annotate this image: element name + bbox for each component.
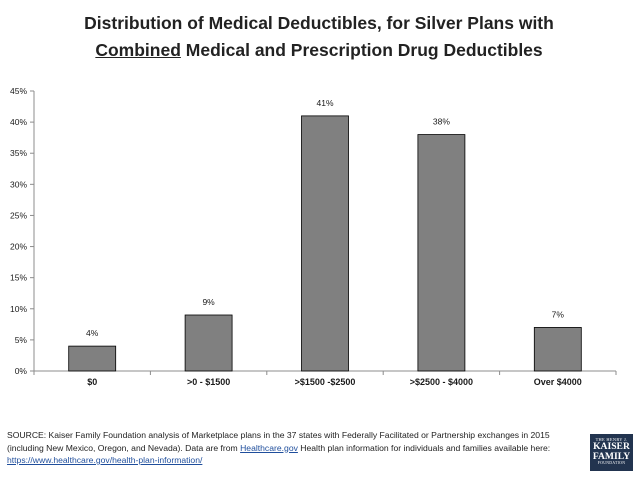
logo-line-2: KAISER [593, 441, 630, 452]
y-tick-label: 10% [10, 304, 27, 314]
healthcare-gov-link[interactable]: Healthcare.gov [240, 442, 298, 453]
source-text-1: SOURCE: Kaiser Family Foundation analysi… [7, 430, 550, 453]
y-tick-label: 45% [10, 86, 27, 96]
kff-logo: THE HENRY J. KAISER FAMILY FOUNDATION [590, 434, 633, 471]
bar-data-label: 38% [433, 117, 450, 127]
chart-title: Distribution of Medical Deductibles, for… [0, 10, 638, 64]
y-tick-label: 30% [10, 179, 27, 189]
x-category-label: $0 [87, 377, 97, 387]
chart-title-line2-rest: Medical and Prescription Drug Deductible… [180, 40, 543, 60]
bar [417, 134, 466, 372]
bar-data-label: 7% [552, 309, 565, 319]
logo-line-1: THE HENRY J. [595, 437, 628, 442]
chart-title-line2: Combined Medical and Prescription Drug D… [0, 37, 638, 64]
bar-data-label: 4% [86, 328, 99, 338]
y-tick-label: 25% [10, 210, 27, 220]
health-plan-information-link[interactable]: https://www.healthcare.gov/health-plan-i… [7, 455, 203, 465]
y-tick-label: 35% [10, 148, 27, 158]
bar [533, 327, 582, 372]
bar-data-label: 9% [202, 297, 215, 307]
chart-title-line1: Distribution of Medical Deductibles, for… [84, 13, 554, 33]
y-tick-label: 40% [10, 117, 27, 127]
y-tick-label: 0% [15, 366, 28, 376]
y-tick-label: 5% [15, 335, 28, 345]
logo-line-3: FAMILY [592, 450, 631, 462]
y-tick-label: 20% [10, 242, 27, 252]
source-text-2: Health plan information for individuals … [297, 442, 551, 453]
bar-chart: 0% 5% 10% 15% 20% 25% 30% 35% 40% 45% 4% $0 9% >0 - $… [10, 86, 617, 387]
bar [301, 115, 349, 372]
logo-line-4: FOUNDATION [597, 461, 626, 465]
x-category-label: Over $4000 [534, 377, 582, 387]
bar-data-label: 41% [316, 98, 333, 108]
source-note: SOURCE: Kaiser Family Foundation analysi… [7, 429, 579, 467]
chart-title-underlined-word: Combined [95, 40, 181, 60]
x-category-label: >$1500 -$2500 [295, 377, 356, 387]
y-tick-label: 15% [10, 273, 27, 283]
bar [68, 345, 117, 372]
x-category-label: >$2500 - $4000 [410, 377, 473, 387]
x-category-label: >0 - $1500 [187, 377, 230, 387]
bar [184, 314, 233, 372]
